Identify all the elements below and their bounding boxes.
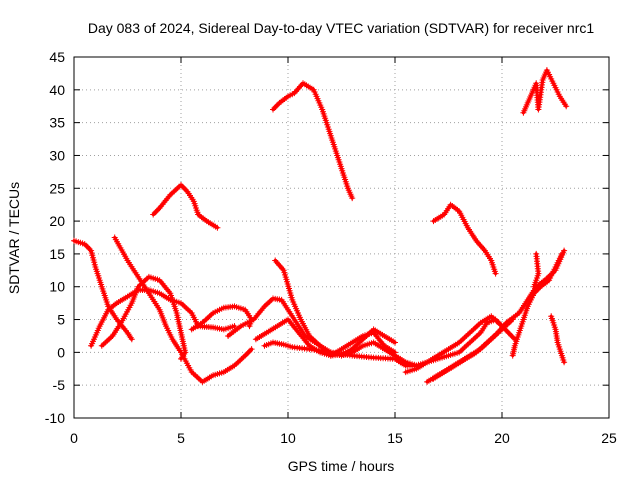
series-track bbox=[113, 235, 254, 384]
series-markers bbox=[402, 313, 505, 376]
series-arc-20 bbox=[520, 67, 570, 116]
series-markers bbox=[548, 313, 568, 366]
y-tick-label: 20 bbox=[49, 213, 65, 229]
y-tick-label: 0 bbox=[57, 344, 65, 360]
y-tick-label: -5 bbox=[53, 377, 66, 393]
series-track bbox=[431, 249, 566, 381]
series-markers bbox=[150, 182, 221, 231]
series-markers bbox=[272, 257, 420, 369]
y-tick-label: 30 bbox=[49, 147, 65, 163]
x-tick-label: 25 bbox=[601, 430, 617, 446]
axis-ticks: 0 5 10 15 20 25 -10 -5 0 5 10 15 20 25 30 35 40 45 bbox=[45, 49, 617, 446]
series-arc-5 bbox=[150, 182, 221, 231]
series-markers bbox=[430, 247, 568, 382]
series-markers bbox=[430, 201, 499, 277]
x-tick-label: 0 bbox=[70, 430, 78, 446]
y-tick-label: 15 bbox=[49, 246, 65, 262]
x-tick-label: 10 bbox=[280, 430, 296, 446]
grid bbox=[74, 57, 609, 418]
series-markers bbox=[111, 234, 255, 385]
series-arc-19 bbox=[548, 313, 568, 366]
series-arc-15 bbox=[430, 247, 568, 382]
series-arc-10 bbox=[272, 257, 420, 369]
data-series bbox=[71, 67, 570, 385]
series-arc-17 bbox=[509, 250, 565, 359]
x-tick-label: 20 bbox=[494, 430, 510, 446]
series-markers bbox=[520, 67, 570, 116]
series-arc-18 bbox=[531, 250, 542, 290]
series-arc-4 bbox=[111, 234, 255, 385]
y-tick-label: 35 bbox=[49, 115, 65, 131]
series-arc-16 bbox=[430, 201, 499, 277]
plot-frame bbox=[73, 56, 610, 419]
series-markers bbox=[270, 80, 356, 202]
y-tick-label: 40 bbox=[49, 82, 65, 98]
x-tick-label: 15 bbox=[387, 430, 403, 446]
series-arc-13 bbox=[402, 313, 505, 376]
x-tick-label: 5 bbox=[177, 430, 185, 446]
y-tick-label: -10 bbox=[45, 410, 65, 426]
series-markers bbox=[531, 250, 542, 290]
y-tick-label: 45 bbox=[49, 49, 65, 65]
series-arc-3 bbox=[98, 273, 189, 362]
series-arc-11 bbox=[270, 80, 356, 202]
y-axis-title: SDTVAR / TECUs bbox=[6, 182, 22, 294]
x-axis-title: GPS time / hours bbox=[288, 458, 395, 474]
y-tick-label: 5 bbox=[57, 312, 65, 328]
chart-title: Day 083 of 2024, Sidereal Day-to-day VTE… bbox=[88, 20, 594, 36]
series-track bbox=[393, 317, 517, 368]
y-tick-label: 10 bbox=[49, 279, 65, 295]
series-markers bbox=[98, 273, 189, 362]
series-markers bbox=[509, 250, 565, 359]
y-tick-label: 25 bbox=[49, 180, 65, 196]
